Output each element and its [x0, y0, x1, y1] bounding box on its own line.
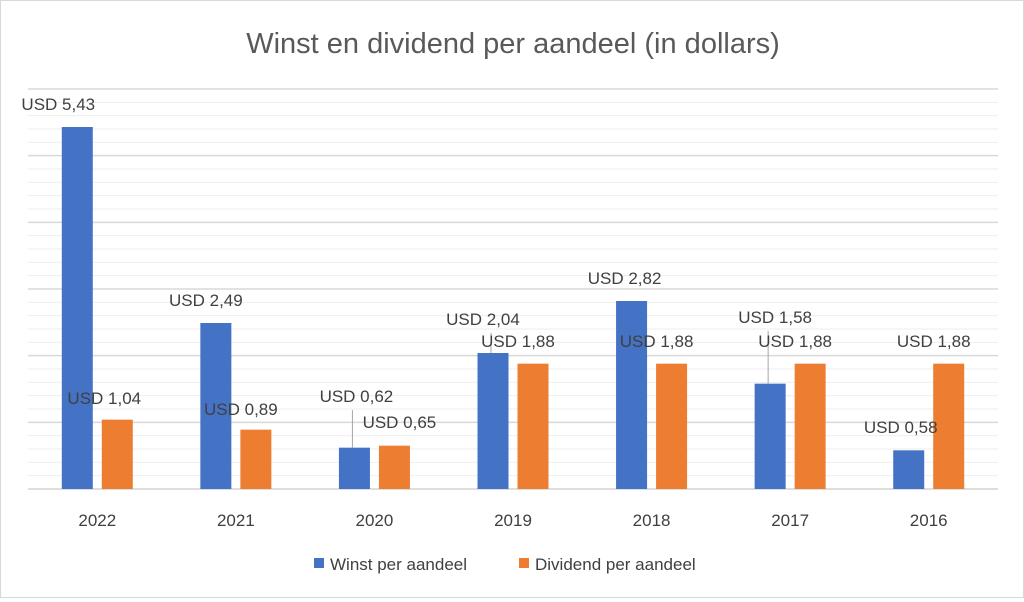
x-tick-label: 2017 [771, 511, 809, 530]
dividend-data-label: USD 0,89 [204, 400, 278, 419]
x-tick-label: 2018 [633, 511, 671, 530]
dividend-data-label: USD 1,88 [897, 332, 971, 351]
x-tick-label: 2016 [910, 511, 948, 530]
dividend-bar [794, 363, 826, 489]
winst-data-label: USD 2,82 [588, 269, 662, 288]
winst-bar [338, 447, 370, 489]
x-tick-label: 2022 [78, 511, 116, 530]
winst-data-label: USD 0,62 [320, 387, 394, 406]
winst-bar [61, 127, 93, 489]
dividend-data-label: USD 0,65 [363, 413, 437, 432]
dividend-data-label: USD 1,04 [67, 389, 141, 408]
dividend-bar [240, 429, 272, 489]
winst-bar [616, 301, 648, 489]
dividend-bar [101, 419, 133, 489]
winst-data-label: USD 2,49 [169, 291, 243, 310]
winst-data-label: USD 1,58 [738, 308, 812, 327]
winst-bar [893, 450, 925, 489]
x-tick-label: 2021 [217, 511, 255, 530]
dividend-bar [933, 363, 965, 489]
winst-data-label: USD 2,04 [446, 310, 520, 329]
dividend-bar [517, 363, 549, 489]
dividend-bar [378, 445, 410, 489]
legend-label-dividend: Dividend per aandeel [535, 555, 696, 574]
winst-bar [477, 353, 509, 489]
chart-title: Winst en dividend per aandeel (in dollar… [246, 28, 780, 60]
legend-swatch-dividend [519, 558, 529, 568]
x-tick-label: 2020 [356, 511, 394, 530]
winst-data-label: USD 0,58 [864, 418, 938, 437]
winst-data-label: USD 5,43 [21, 95, 95, 114]
legend-swatch-winst [314, 558, 324, 568]
dividend-data-label: USD 1,88 [758, 332, 832, 351]
legend-label-winst: Winst per aandeel [330, 555, 467, 574]
winst-bar [754, 383, 786, 489]
dividend-data-label: USD 1,88 [620, 332, 694, 351]
winst-bar [200, 323, 232, 489]
dividend-data-label: USD 1,88 [481, 332, 555, 351]
dividend-bar [656, 363, 688, 489]
x-tick-label: 2019 [494, 511, 532, 530]
